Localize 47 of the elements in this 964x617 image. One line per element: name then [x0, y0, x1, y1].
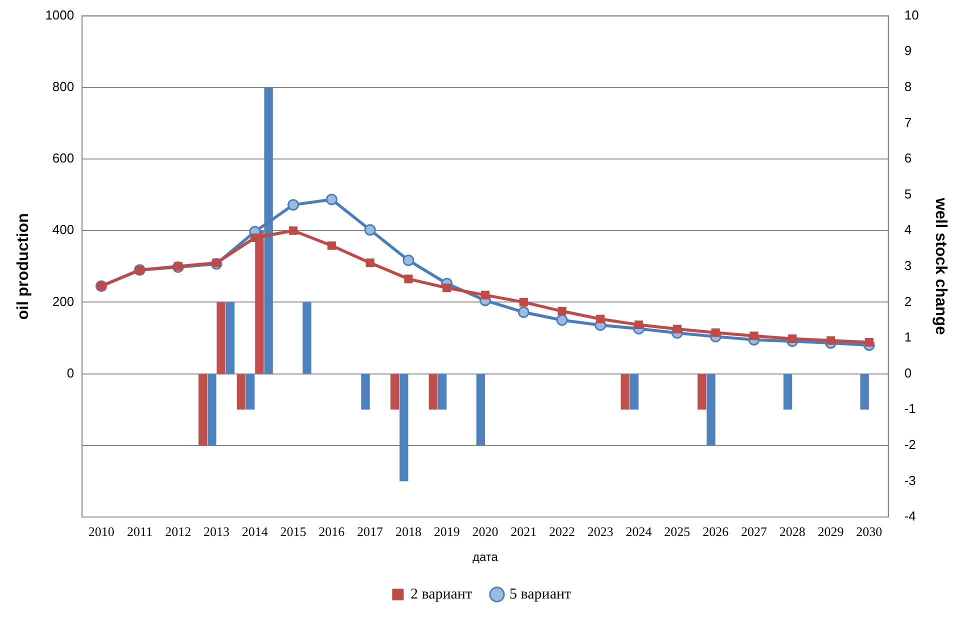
x-tick-label: 2019	[434, 524, 460, 540]
y2-tick-label: 8	[904, 78, 912, 94]
x-tick-label: 2017	[357, 524, 384, 540]
y2-tick-label: 6	[904, 150, 912, 166]
x-axis-title: дата	[472, 550, 498, 564]
x-tick-label: 2013	[203, 524, 230, 540]
x-tick-label: 2024	[626, 524, 652, 540]
y2-tick-label: 5	[904, 186, 912, 202]
y-tick-label: 1000	[45, 7, 74, 22]
y2-tick-label: -2	[904, 436, 916, 452]
y2-tick-label: -4	[904, 508, 916, 524]
y2-tick-label: 1	[904, 330, 912, 345]
x-tick-label: 2011	[126, 524, 152, 540]
y-tick-label: 600	[52, 150, 74, 166]
legend-label: 2 вариант	[410, 586, 472, 602]
x-tick-label: 2021	[510, 524, 537, 540]
x-tick-label: 2012	[165, 524, 192, 540]
x-tick-label: 2025	[664, 524, 690, 540]
legend-label: 5 вариант	[510, 586, 572, 602]
x-tick-label: 2020	[472, 524, 498, 540]
y2-tick-label: 10	[904, 7, 919, 22]
x-tick-label: 2030	[856, 524, 882, 540]
y-axis-title: oil production	[15, 213, 32, 320]
y2-tick-label: 0	[904, 365, 912, 380]
x-tick-label: 2015	[280, 524, 306, 540]
y2-tick-label: 3	[904, 258, 912, 273]
x-tick-label: 2018	[395, 524, 422, 540]
y2-tick-label: 9	[904, 43, 912, 58]
y-tick-label: 800	[52, 78, 74, 94]
y2-tick-label: 7	[904, 114, 912, 130]
y2-tick-label: 4	[904, 222, 912, 238]
y2-tick-label: -3	[904, 472, 916, 488]
x-tick-label: 2023	[587, 524, 614, 540]
x-tick-label: 2027	[740, 524, 768, 540]
x-tick-label: 2028	[779, 524, 806, 540]
x-tick-label: 2029	[818, 524, 844, 540]
y2-axis-title: well stock change	[932, 196, 949, 335]
y2-tick-label: 2	[904, 294, 912, 309]
y-tick-label: 400	[52, 222, 74, 238]
x-tick-label: 2026	[702, 524, 730, 540]
y2-tick-label: -1	[904, 401, 916, 416]
y-tick-label: 200	[52, 294, 74, 309]
y-tick-label: 0	[66, 365, 74, 380]
x-tick-label: 2010	[88, 524, 114, 540]
x-tick-label: 2016	[318, 524, 346, 540]
x-tick-label: 2022	[549, 524, 576, 540]
x-tick-label: 2014	[242, 524, 268, 540]
